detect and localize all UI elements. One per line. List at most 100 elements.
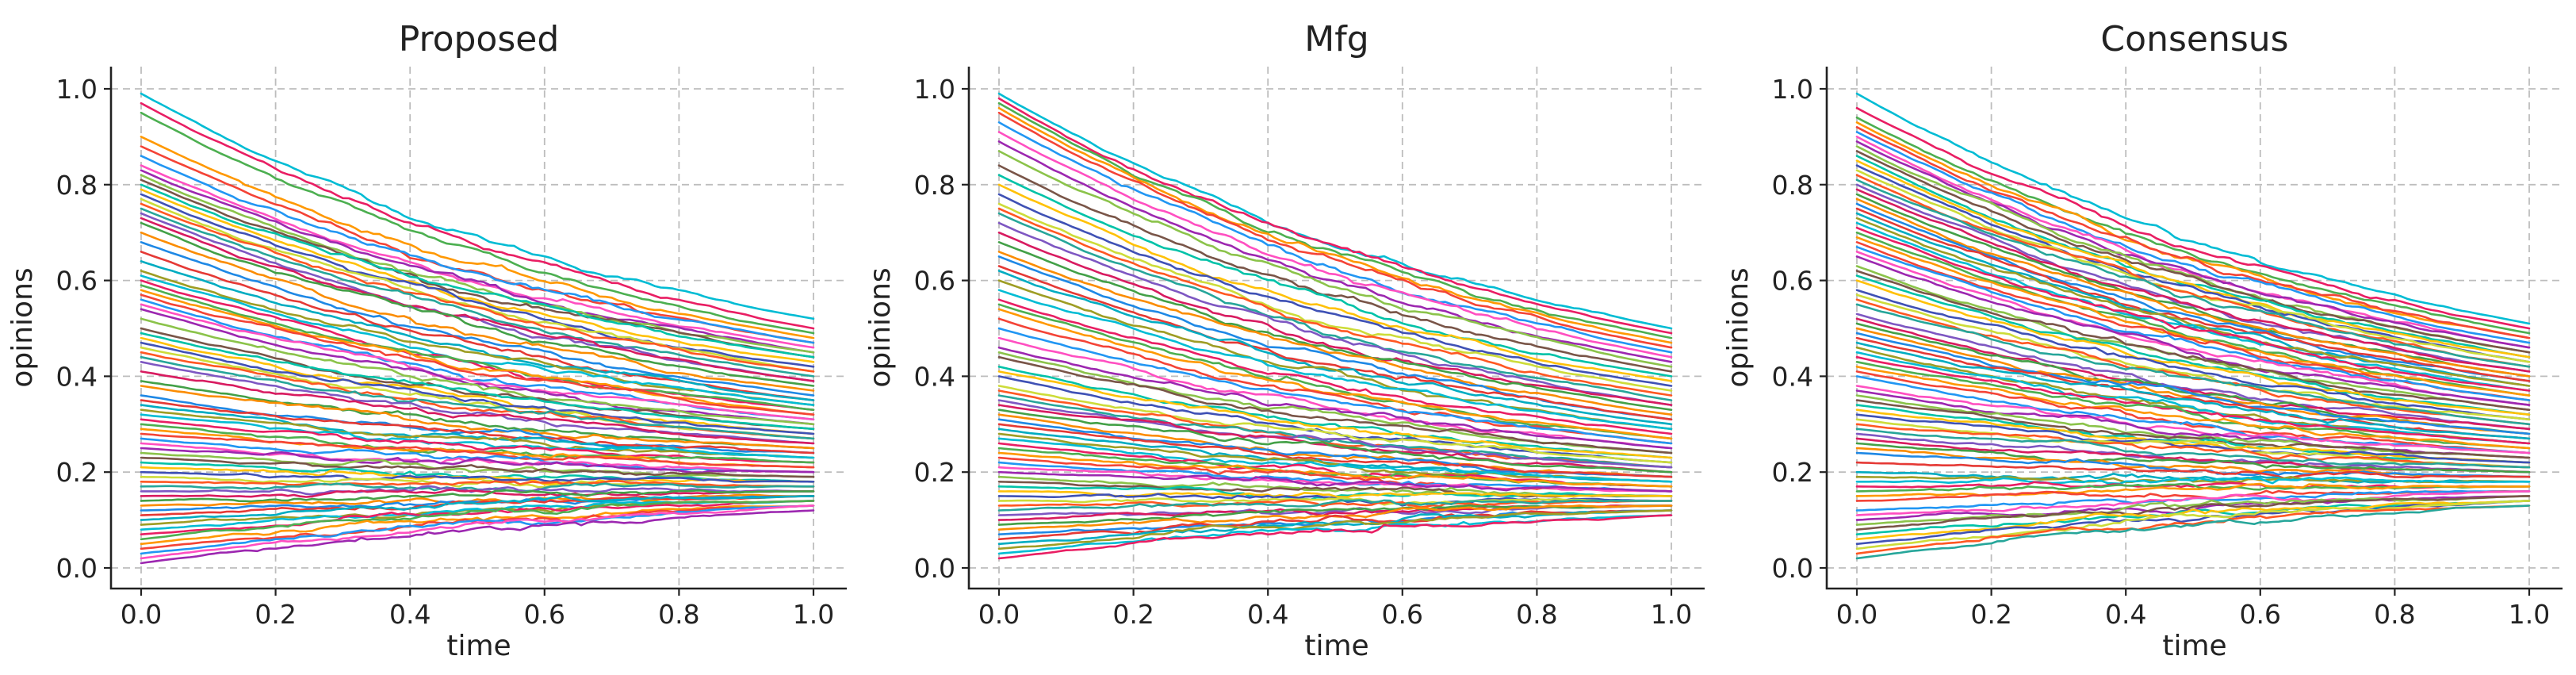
x-tick-label: 0.0 bbox=[1836, 599, 1877, 630]
y-tick-label: 1.0 bbox=[1772, 74, 1813, 105]
series-line bbox=[997, 514, 1673, 560]
chart-proposed: 0.0 0.2 0.4 0.6 0.8 1.0 0.0 0.2 0.4 0.6 0.8 1.0 Prop… bbox=[6, 19, 847, 662]
series-line bbox=[1855, 121, 2531, 339]
series-line bbox=[997, 131, 1673, 359]
series-line bbox=[997, 509, 1673, 550]
x-tick-label: 0.0 bbox=[121, 599, 162, 630]
axis-spine bbox=[1825, 67, 2563, 590]
series-line bbox=[140, 470, 815, 483]
series-line bbox=[140, 260, 815, 401]
series-line bbox=[140, 489, 815, 498]
y-tick-label: 0.0 bbox=[914, 553, 955, 584]
series-line bbox=[997, 437, 1673, 483]
series-line bbox=[140, 92, 815, 320]
x-tick-label: 0.8 bbox=[1516, 599, 1557, 630]
series-line bbox=[140, 385, 815, 450]
series-line bbox=[1855, 303, 2531, 426]
series-line bbox=[1855, 202, 2531, 382]
series-line bbox=[997, 499, 1673, 512]
series-line bbox=[140, 408, 815, 459]
series-line bbox=[140, 183, 815, 359]
series-line bbox=[140, 217, 815, 382]
series-line bbox=[997, 92, 1673, 330]
y-tick-label: 0.8 bbox=[1772, 170, 1813, 201]
series-line bbox=[1855, 150, 2531, 354]
series-line bbox=[1855, 140, 2531, 349]
series-line bbox=[1855, 226, 2531, 392]
series-line bbox=[997, 241, 1673, 411]
series-line bbox=[140, 169, 815, 354]
series-line bbox=[1855, 504, 2531, 560]
x-tick-label: 0.8 bbox=[658, 599, 699, 630]
series-line bbox=[140, 221, 815, 387]
series-line bbox=[1855, 341, 2531, 440]
series-line bbox=[140, 413, 815, 459]
series-line bbox=[997, 164, 1673, 373]
series-line bbox=[1855, 500, 2531, 550]
chart-title: Consensus bbox=[2100, 19, 2288, 59]
series-line bbox=[1855, 265, 2531, 411]
series-line bbox=[140, 241, 815, 397]
series-line bbox=[140, 480, 815, 488]
series-line bbox=[140, 509, 815, 565]
series-line bbox=[140, 289, 815, 416]
series-line bbox=[1855, 317, 2531, 431]
series-line bbox=[140, 336, 815, 435]
series-line bbox=[140, 432, 815, 469]
series-line bbox=[140, 451, 815, 478]
series-line bbox=[1855, 399, 2531, 459]
series-line bbox=[997, 289, 1673, 431]
series-line bbox=[140, 500, 815, 541]
series-line bbox=[140, 298, 815, 421]
series-line bbox=[1855, 174, 2531, 368]
series-line bbox=[997, 346, 1673, 450]
series-line bbox=[1855, 289, 2531, 421]
series-line bbox=[140, 355, 815, 440]
series-line bbox=[997, 121, 1673, 354]
x-tick-label: 0.2 bbox=[1970, 599, 2011, 630]
series-line bbox=[997, 174, 1673, 378]
series-line bbox=[1855, 207, 2531, 382]
series-line bbox=[1855, 413, 2531, 464]
series-group-consensus bbox=[1855, 92, 2531, 560]
series-line bbox=[997, 303, 1673, 440]
series-line bbox=[1855, 92, 2531, 325]
series-line bbox=[1855, 482, 2531, 493]
y-tick-label: 0.8 bbox=[914, 170, 955, 201]
series-line bbox=[997, 212, 1673, 401]
x-tick-label: 0.2 bbox=[255, 599, 296, 630]
series-line bbox=[140, 332, 815, 431]
y-axis-label: opinions bbox=[1722, 267, 1755, 387]
series-line bbox=[140, 493, 815, 507]
y-tick-label: 0.6 bbox=[56, 266, 98, 297]
x-tick-label: 0.4 bbox=[389, 599, 431, 630]
series-line bbox=[1855, 221, 2531, 392]
series-line bbox=[140, 178, 815, 359]
series-line bbox=[1855, 495, 2531, 531]
series-line bbox=[140, 495, 815, 521]
series-line bbox=[997, 355, 1673, 454]
series-line bbox=[1855, 355, 2531, 445]
series-line bbox=[997, 207, 1673, 397]
series-line bbox=[1855, 193, 2531, 378]
series-line bbox=[997, 404, 1673, 474]
series-line bbox=[1855, 246, 2531, 401]
series-line bbox=[1855, 476, 2531, 485]
series-line bbox=[997, 308, 1673, 440]
series-line bbox=[1855, 408, 2531, 464]
series-line bbox=[1855, 279, 2531, 416]
series-line bbox=[997, 399, 1673, 469]
series-line bbox=[997, 265, 1673, 421]
x-tick-label: 1.0 bbox=[793, 599, 834, 630]
y-tick-label: 0.2 bbox=[914, 457, 955, 488]
series-line bbox=[1855, 500, 2531, 546]
series-line bbox=[1855, 442, 2531, 474]
x-tick-label: 0.6 bbox=[2240, 599, 2281, 630]
series-line bbox=[1855, 490, 2531, 516]
series-line bbox=[1855, 332, 2531, 435]
y-tick-label: 1.0 bbox=[56, 74, 98, 105]
chart-title: Proposed bbox=[399, 19, 560, 59]
y-tick-label: 1.0 bbox=[914, 74, 955, 105]
series-line bbox=[140, 500, 815, 535]
x-tick-label: 1.0 bbox=[1651, 599, 1692, 630]
